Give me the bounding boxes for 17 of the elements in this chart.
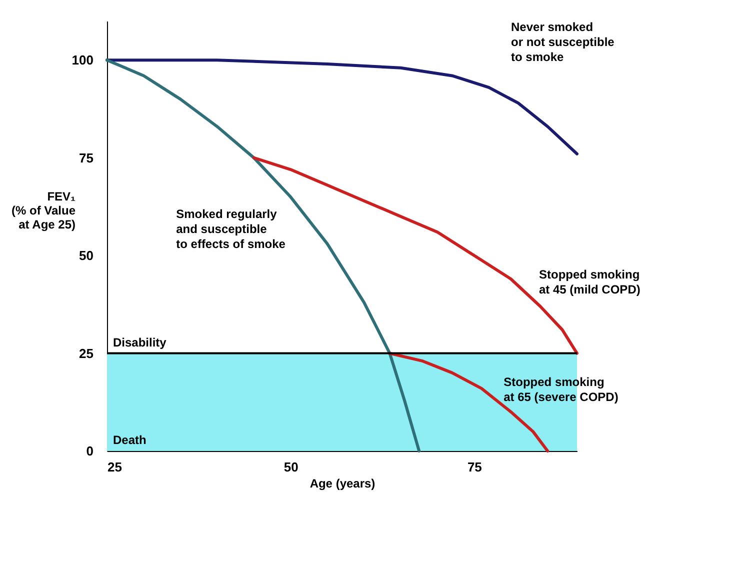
x-axis-title: Age (years): [310, 476, 376, 490]
y-tick-label: 50: [79, 248, 94, 264]
series-label: Smoked regularly and susceptible to effects of smoke: [176, 207, 286, 251]
y-tick-label: 100: [72, 52, 94, 68]
x-tick-label: 25: [108, 460, 122, 474]
y-tick-label: 25: [79, 346, 94, 361]
y-tick-label: 75: [79, 150, 94, 166]
x-tick-label: 50: [284, 460, 298, 474]
y-axis-title: FEV₁ (% of Value at Age 25): [11, 190, 76, 232]
band-label: Death: [113, 433, 146, 447]
line-series: [106, 58, 421, 452]
y-tick-label: 0: [86, 444, 94, 458]
x-tick-label: 75: [467, 460, 482, 474]
series-label: Stopped smoking at 65 (severe COPD): [504, 375, 618, 404]
series-label: Stopped smoking at 45 (mild COPD): [539, 267, 640, 296]
ref-line-label: Disability: [113, 335, 167, 350]
text: Never smoked or not susceptible to smoke: [511, 20, 615, 64]
